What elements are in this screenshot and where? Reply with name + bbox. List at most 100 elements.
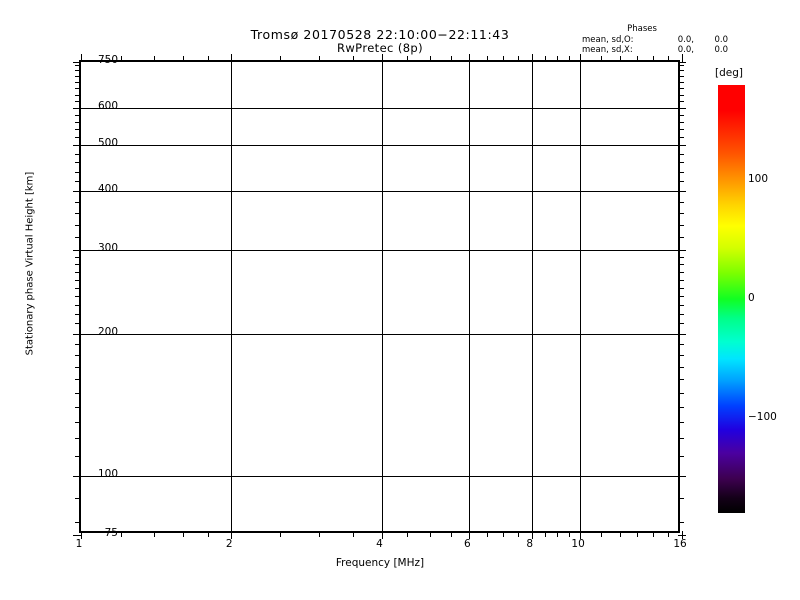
x-tick-label: 1	[75, 538, 83, 550]
y-tick-minor	[678, 237, 684, 238]
y-tick-minor	[678, 264, 684, 265]
x-tick-minor	[183, 56, 184, 62]
y-tick-minor	[75, 237, 81, 238]
y-tick-minor	[75, 181, 81, 182]
gridline-horizontal	[81, 250, 678, 251]
x-tick-minor	[653, 56, 654, 62]
x-tick-minor	[121, 531, 122, 537]
y-tick-minor	[678, 323, 684, 324]
y-tick-minor	[75, 422, 81, 423]
y-tick-label: 400	[97, 183, 118, 196]
y-tick-minor	[75, 280, 81, 281]
chart-subtitle: RwPretec (8p)	[336, 41, 424, 55]
y-tick-major	[678, 62, 686, 63]
phases-row-x-mean: 0.0,	[677, 45, 694, 55]
y-tick-major	[678, 334, 686, 335]
y-tick-minor	[678, 379, 684, 380]
x-tick-minor	[280, 56, 281, 62]
x-tick-minor	[569, 531, 570, 537]
y-axis-title: Stationary phase Virtual Height [km]	[24, 171, 36, 356]
y-tick-minor	[678, 407, 684, 408]
y-tick-minor	[75, 314, 81, 315]
gridline-horizontal	[81, 108, 678, 109]
y-tick-minor	[75, 154, 81, 155]
y-tick-minor	[75, 82, 81, 83]
y-tick-minor	[75, 272, 81, 273]
y-tick-minor	[75, 407, 81, 408]
x-tick-minor	[353, 531, 354, 537]
y-tick-minor	[75, 379, 81, 380]
x-tick-minor	[518, 56, 519, 62]
y-tick-minor	[75, 172, 81, 173]
y-tick-minor	[678, 76, 684, 77]
x-axis-title: Frequency [MHz]	[335, 557, 425, 569]
phases-row-x-label: mean, sd,X:	[582, 45, 633, 55]
colorbar	[718, 85, 745, 513]
y-tick-label: 75	[104, 527, 118, 539]
x-tick-minor	[668, 531, 669, 537]
x-tick-major	[231, 54, 232, 62]
phases-row-o-mean: 0.0,	[677, 34, 694, 45]
x-tick-minor	[557, 531, 558, 537]
x-tick-minor	[653, 531, 654, 537]
x-tick-major	[682, 531, 683, 539]
y-tick-minor	[678, 129, 684, 130]
x-tick-major	[81, 531, 82, 539]
y-tick-minor	[75, 70, 81, 71]
y-tick-label: 600	[97, 99, 118, 112]
y-tick-minor	[75, 498, 81, 499]
y-tick-minor	[678, 367, 684, 368]
y-tick-minor	[678, 115, 684, 116]
y-tick-label: 200	[97, 325, 118, 338]
x-tick-minor	[154, 531, 155, 537]
gridline-vertical	[382, 62, 383, 531]
colorbar-unit-label: [deg]	[715, 67, 743, 79]
x-tick-minor	[503, 56, 504, 62]
gridline-horizontal	[81, 476, 678, 477]
y-tick-minor	[75, 225, 81, 226]
y-tick-minor	[678, 202, 684, 203]
y-tick-minor	[75, 76, 81, 77]
y-tick-minor	[75, 355, 81, 356]
y-tick-minor	[75, 129, 81, 130]
x-tick-minor	[487, 531, 488, 537]
y-tick-minor	[75, 305, 81, 306]
y-tick-minor	[75, 264, 81, 265]
x-tick-minor	[319, 56, 320, 62]
y-tick-label: 300	[97, 242, 118, 255]
y-tick-major	[678, 476, 686, 477]
x-tick-label: 8	[526, 538, 534, 550]
x-tick-major	[81, 54, 82, 62]
y-tick-minor	[75, 367, 81, 368]
y-tick-major	[73, 334, 81, 335]
y-tick-minor	[678, 122, 684, 123]
y-tick-minor	[678, 456, 684, 457]
x-tick-minor	[518, 531, 519, 537]
y-tick-minor	[75, 202, 81, 203]
y-tick-minor	[75, 88, 81, 89]
x-tick-label: 16	[673, 538, 687, 550]
y-tick-minor	[678, 355, 684, 356]
x-tick-minor	[183, 531, 184, 537]
y-tick-major	[73, 191, 81, 192]
gridline-horizontal	[81, 334, 678, 335]
x-tick-minor	[280, 531, 281, 537]
y-tick-minor	[75, 323, 81, 324]
y-tick-minor	[678, 393, 684, 394]
y-tick-minor	[678, 82, 684, 83]
y-tick-minor	[75, 122, 81, 123]
y-tick-minor	[678, 88, 684, 89]
y-tick-minor	[75, 288, 81, 289]
y-tick-minor	[678, 137, 684, 138]
plot-gridlines	[81, 62, 678, 531]
y-tick-minor	[678, 296, 684, 297]
colorbar-tick-label: 100	[748, 173, 769, 186]
gridline-horizontal	[81, 191, 678, 192]
y-tick-minor	[678, 162, 684, 163]
x-tick-minor	[637, 56, 638, 62]
y-tick-minor	[678, 101, 684, 102]
y-tick-minor	[75, 257, 81, 258]
x-tick-minor	[620, 56, 621, 62]
y-tick-minor	[75, 393, 81, 394]
